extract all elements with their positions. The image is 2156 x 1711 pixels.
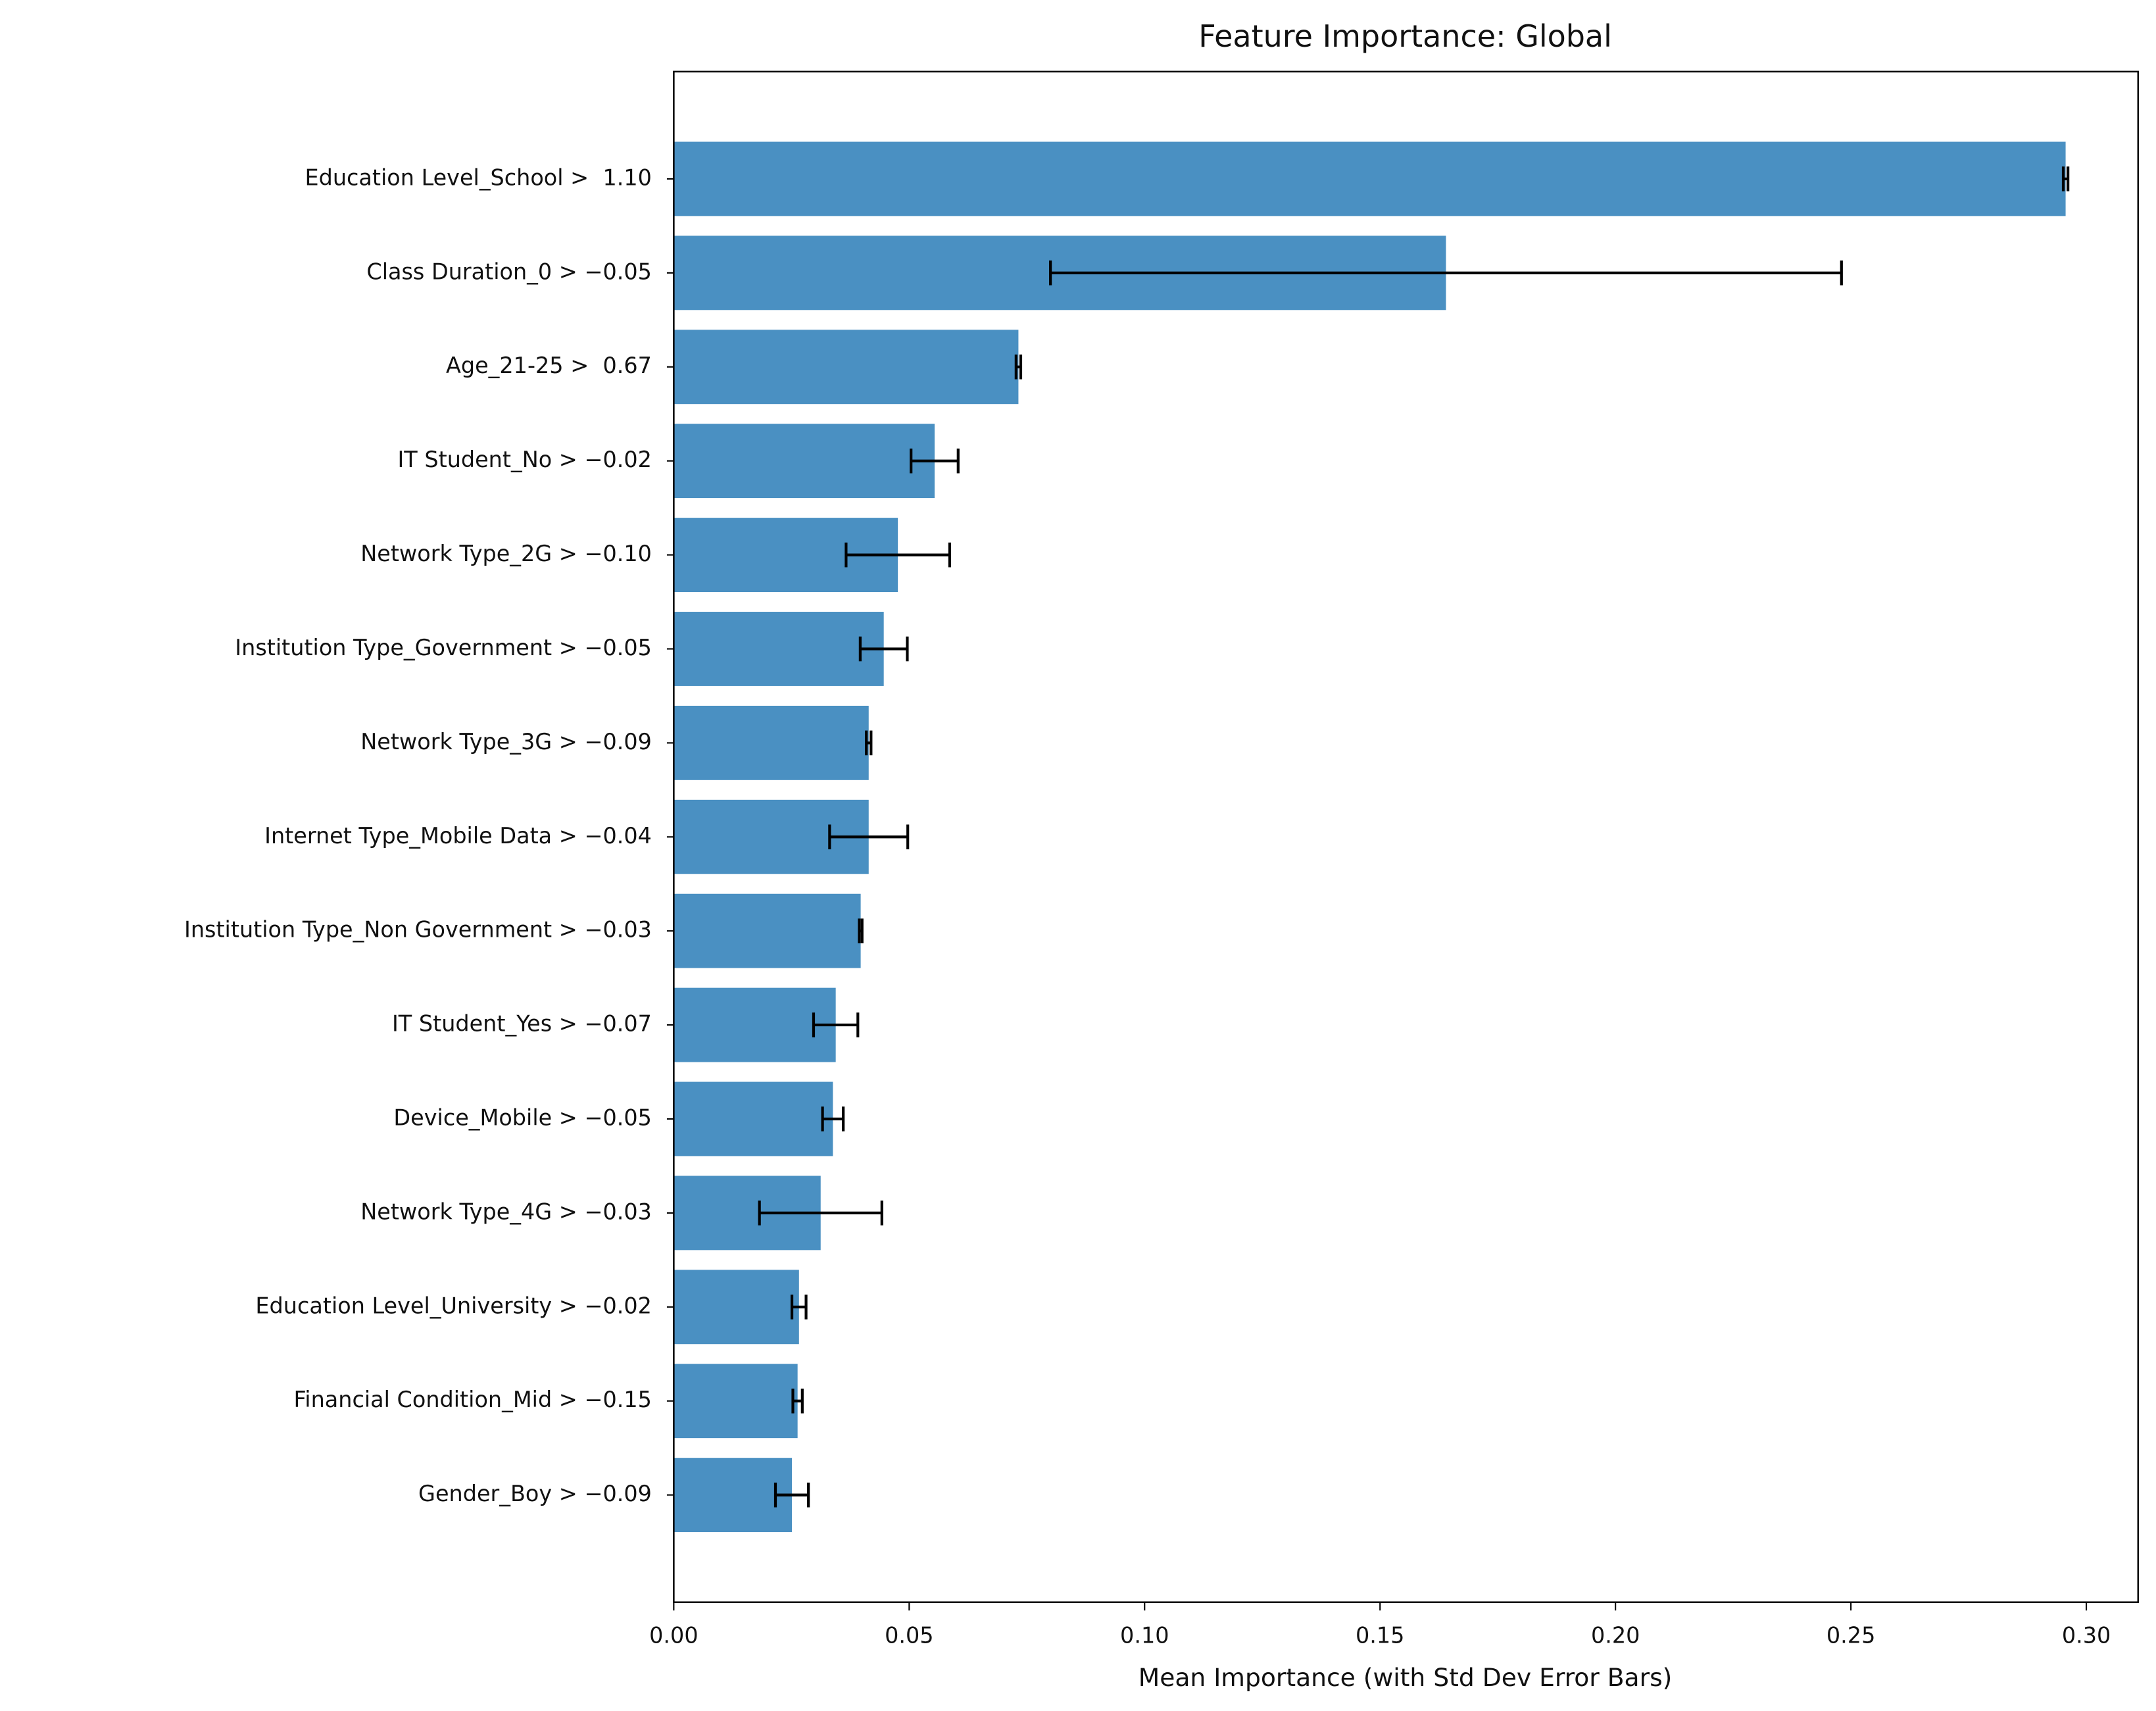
- bar: [674, 1458, 793, 1533]
- error-bar: [858, 636, 909, 662]
- x-tick-label: 0.05: [885, 1622, 933, 1648]
- y-tick-label: Education Level_School > 1.10: [305, 164, 651, 190]
- x-tick-label: 0.00: [649, 1622, 698, 1648]
- y-tick-label: Internet Type_Mobile Data > −0.04: [264, 823, 652, 849]
- y-tick-label: Gender_Boy > −0.09: [418, 1481, 652, 1506]
- error-bar: [910, 448, 960, 474]
- error-bar: [812, 1012, 860, 1037]
- x-tick-label: 0.25: [1826, 1622, 1875, 1648]
- bar: [674, 893, 861, 968]
- error-bar: [865, 730, 873, 756]
- bar: [674, 705, 869, 780]
- y-tick-label: IT Student_No > −0.02: [397, 447, 651, 472]
- y-tick-label: Network Type_3G > −0.09: [360, 729, 652, 755]
- x-tick-label: 0.10: [1120, 1622, 1169, 1648]
- bar: [674, 141, 2066, 216]
- bar: [674, 612, 884, 686]
- x-tick-label: 0.30: [2062, 1622, 2111, 1648]
- y-tick-label: Device_Mobile > −0.05: [393, 1104, 652, 1130]
- error-bar: [821, 1106, 845, 1131]
- x-tick-label: 0.20: [1591, 1622, 1640, 1648]
- bar: [674, 1364, 798, 1439]
- y-tick-label: Network Type_2G > −0.10: [360, 541, 652, 566]
- bar: [674, 1270, 799, 1345]
- chart-title: Feature Importance: Global: [1198, 18, 1612, 54]
- x-axis-label: Mean Importance (with Std Dev Error Bars…: [1139, 1663, 1673, 1692]
- error-bar: [858, 918, 864, 943]
- error-bar: [2061, 166, 2070, 191]
- error-bar: [828, 824, 910, 850]
- y-tick-label: Institution Type_Non Government > −0.03: [184, 917, 652, 943]
- x-tick-label: 0.15: [1356, 1622, 1404, 1648]
- y-tick-label: Network Type_4G > −0.03: [360, 1199, 652, 1224]
- y-tick-label: Class Duration_0 > −0.05: [366, 259, 652, 284]
- error-bar: [773, 1482, 810, 1508]
- y-tick-label: Age_21-25 > 0.67: [446, 353, 652, 378]
- error-bar: [791, 1388, 804, 1414]
- bar: [674, 1081, 833, 1156]
- bar: [674, 987, 836, 1062]
- y-tick-label: IT Student_Yes > −0.07: [392, 1011, 652, 1037]
- y-tick-label: Institution Type_Government > −0.05: [235, 635, 652, 660]
- y-tick-label: Education Level_University > −0.02: [255, 1293, 652, 1318]
- bar: [674, 424, 935, 499]
- error-bar: [1049, 260, 1843, 285]
- error-bar: [758, 1201, 883, 1226]
- y-tick-label: Financial Condition_Mid > −0.15: [293, 1387, 651, 1412]
- plot-frame: [673, 70, 2140, 1603]
- error-bar: [1014, 354, 1023, 380]
- error-bar: [790, 1294, 808, 1320]
- error-bar: [845, 542, 951, 568]
- bar: [674, 330, 1019, 405]
